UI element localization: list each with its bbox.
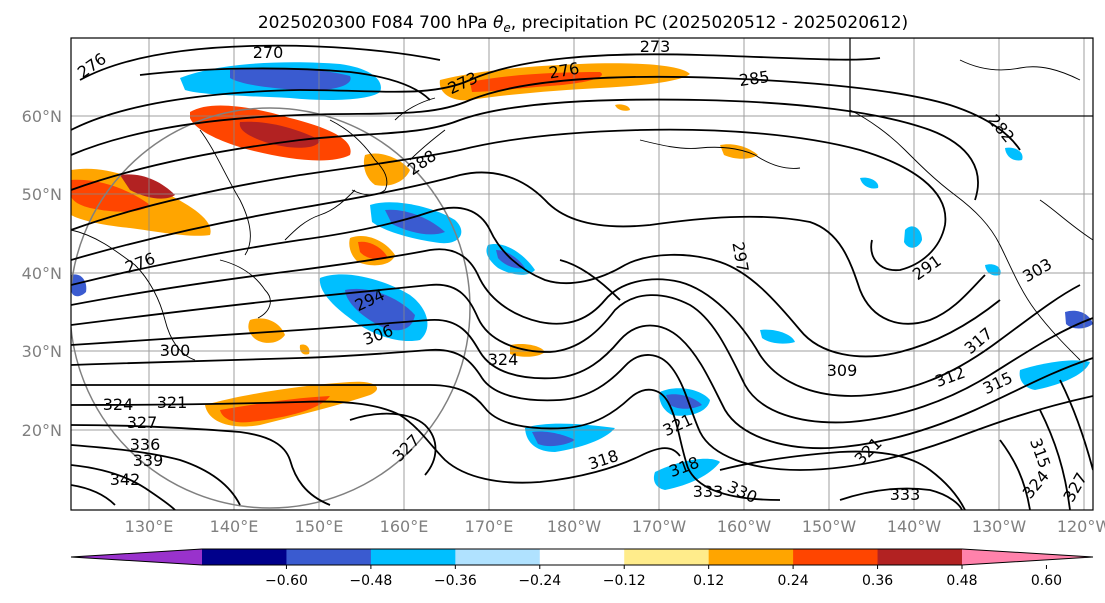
longitude-labels: 130°E 140°E 150°E 160°E 170°E 180°W 170°… (125, 517, 1105, 536)
lon-label: 180°W (547, 517, 602, 536)
contour-label: 333 (693, 482, 724, 501)
colorbar-tick-label: −0.36 (434, 573, 477, 589)
colorbar-tick-label: 0.36 (862, 573, 893, 589)
lat-label: 50°N (22, 185, 62, 204)
contour-label: 327 (127, 413, 158, 432)
colorbar-segment (877, 549, 963, 565)
colorbar-tick-label: −0.12 (603, 573, 646, 589)
lat-label: 40°N (22, 264, 62, 283)
lon-label: 150°E (295, 517, 344, 536)
precipitation-shading (71, 62, 1093, 490)
colorbar-tick-label: 0.24 (778, 573, 809, 589)
lon-label: 150°W (802, 517, 857, 536)
contour-label: 309 (827, 361, 858, 380)
lat-label: 60°N (22, 107, 62, 126)
lat-label: 20°N (22, 421, 62, 440)
inset-box (849, 38, 1093, 117)
latitude-labels: 60°N 50°N 40°N 30°N 20°N (22, 107, 62, 440)
lon-label: 160°W (717, 517, 772, 536)
colorbar-tick-label: 0.12 (693, 573, 724, 589)
contour-label: 333 (890, 485, 921, 504)
figure-title: 2025020300 F084 700 hPa θe, precipitatio… (258, 13, 908, 35)
lon-label: 120°W (1057, 517, 1105, 536)
lat-label: 30°N (22, 342, 62, 361)
contour-label: 321 (157, 393, 188, 412)
colorbar-segment (624, 549, 710, 565)
lon-label: 130°E (125, 517, 174, 536)
colorbar-tick-label: −0.48 (349, 573, 392, 589)
range-circle (71, 107, 471, 509)
theta-e-contours (71, 44, 1093, 510)
contour-label: 273 (640, 37, 671, 56)
colorbar-extend-high (962, 549, 1093, 565)
colorbar-segment (286, 549, 372, 565)
colorbar-segment (708, 549, 794, 565)
lon-label: 140°E (210, 517, 259, 536)
contour-label: 270 (253, 43, 284, 62)
colorbar-extend-low (71, 549, 202, 565)
colorbar-segment (793, 549, 879, 565)
contour-label: 336 (130, 435, 161, 454)
colorbar-segment (370, 549, 456, 565)
contour-label: 300 (160, 341, 191, 360)
lon-label: 130°W (972, 517, 1027, 536)
colorbar-tick-label: −0.24 (518, 573, 561, 589)
map-area: 270 276 273 276 273 285 282 288 297 291 … (71, 37, 1093, 510)
lon-label: 160°E (380, 517, 429, 536)
colorbar-segment (202, 549, 287, 565)
lon-label: 140°W (887, 517, 942, 536)
lon-label: 170°W (632, 517, 687, 536)
contour-label: 339 (133, 451, 164, 470)
colorbar-segment (539, 549, 625, 565)
contour-label: 285 (738, 67, 771, 90)
contour-label: 342 (110, 470, 141, 489)
lon-label: 170°E (465, 517, 514, 536)
colorbar (70, 548, 1094, 566)
colorbar-outline (70, 548, 1094, 566)
map-frame (70, 37, 1094, 511)
coastlines (71, 59, 1093, 361)
colorbar-segment (455, 549, 541, 565)
contour-label: 324 (103, 395, 134, 414)
colorbar-ticks: −0.60 −0.48 −0.36 −0.24 −0.12 0.12 0.24 0.36 0.4… (265, 565, 1062, 589)
colorbar-tick-label: −0.60 (265, 573, 308, 589)
colorbar-tick-label: 0.60 (1031, 573, 1062, 589)
contour-label: 324 (488, 350, 519, 369)
colorbar-tick-label: 0.48 (946, 573, 977, 589)
